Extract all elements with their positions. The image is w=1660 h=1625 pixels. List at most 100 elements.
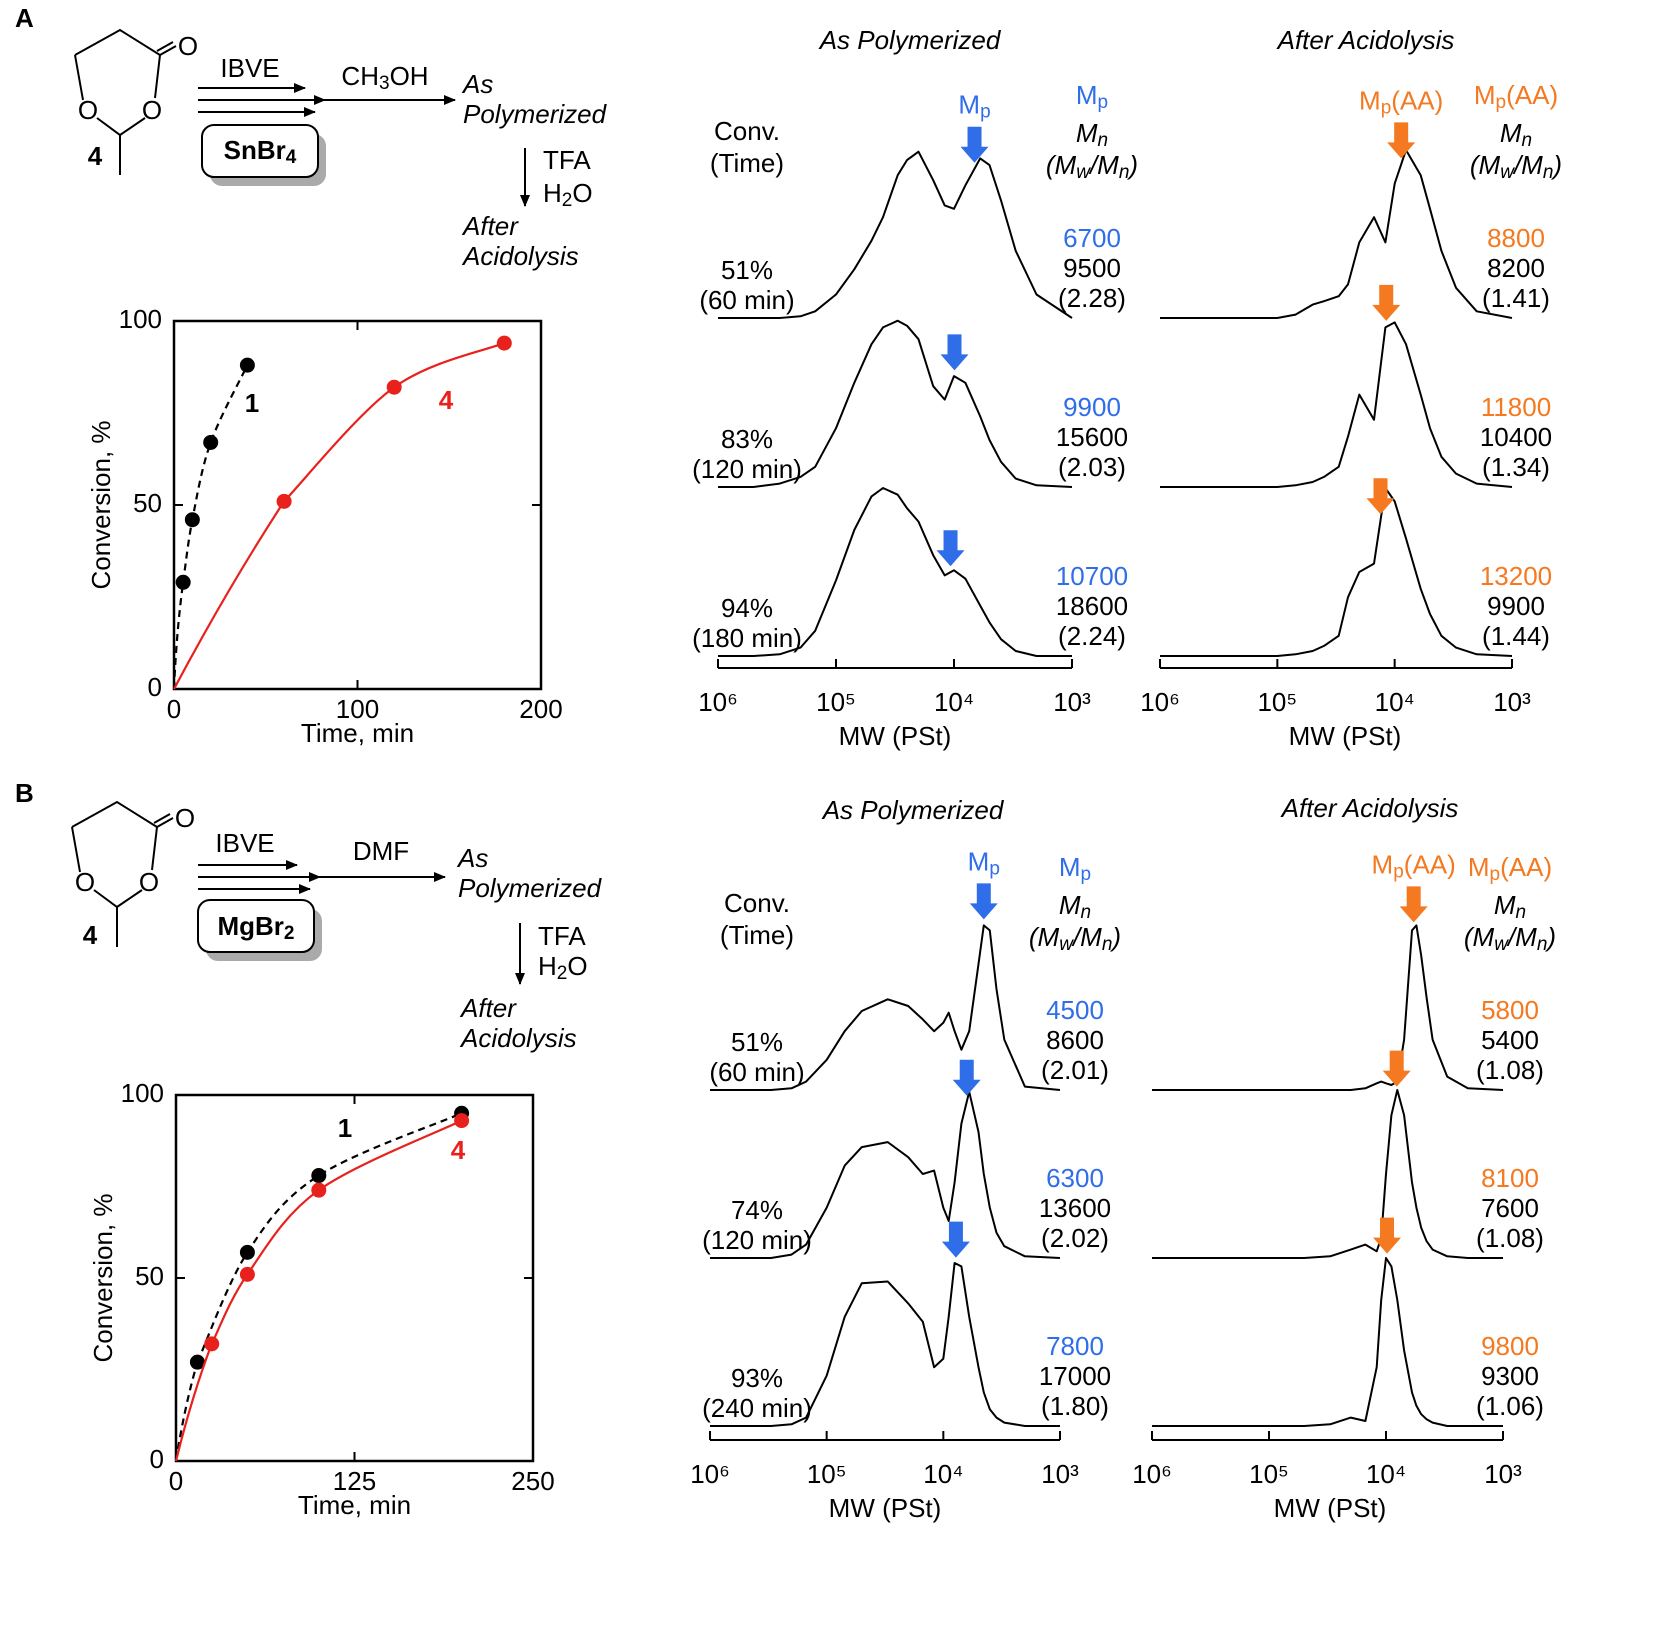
dispersity-value: (1.08): [1476, 1055, 1544, 1085]
text-part: p: [1081, 864, 1092, 885]
scheme-a-drawing: O O O: [74, 28, 530, 207]
header-dispersity: (Mw/Mn): [1029, 922, 1121, 955]
atom: O: [175, 803, 195, 833]
conversion-label: 74%: [731, 1195, 783, 1225]
peak-arrow: [960, 126, 989, 163]
scheme-b-drawing: O O O: [71, 800, 525, 985]
peak-label: Mp(AA): [1359, 85, 1443, 118]
conversion-header: Conv.: [724, 888, 790, 918]
plot-frame: [174, 1093, 535, 1463]
text-part: w: [1059, 934, 1074, 955]
peak-arrow: [1373, 1217, 1402, 1254]
mp-value: 5800: [1481, 995, 1539, 1025]
text-part: p: [1381, 97, 1392, 118]
fit-line-origin: [174, 1361, 199, 1462]
product: After: [459, 993, 517, 1023]
mn-value: 9500: [1063, 253, 1121, 283]
product: As: [461, 69, 493, 99]
gpc-trace: [1152, 1257, 1503, 1427]
peak-arrow: [952, 1059, 981, 1096]
text-part: p: [1393, 861, 1404, 882]
gpc-trace: [710, 924, 1061, 1091]
product: After: [461, 211, 519, 241]
fit-line: [196, 1112, 463, 1363]
fit-line-origin: [172, 582, 185, 690]
mp-value: 8100: [1481, 1163, 1539, 1193]
header-mn: Mn: [1500, 118, 1532, 151]
series-label: 4: [439, 385, 454, 415]
y-tick-label: 0: [150, 1444, 164, 1474]
product: Acidolysis: [459, 1023, 577, 1053]
peak-label: Mp(AA): [1372, 849, 1456, 882]
mn-value: 13600: [1039, 1193, 1111, 1223]
peak-arrow: [1366, 478, 1395, 515]
x-tick-label: 10⁶: [1132, 1459, 1172, 1489]
catalyst: SnBr4: [224, 135, 297, 168]
carbonyl: [156, 41, 177, 56]
text-part: (M: [1470, 150, 1501, 180]
x-axis-label: MW (PSt): [1289, 721, 1402, 751]
text-part: n: [1102, 934, 1113, 955]
y-tick-label: 50: [133, 488, 162, 518]
quencher: CH3OH: [341, 61, 428, 94]
gpc-trace: [718, 487, 1072, 657]
y-tick-label: 50: [135, 1261, 164, 1291]
y-tick-label: 0: [148, 672, 162, 702]
quencher: DMF: [353, 836, 409, 866]
dispersity-value: (1.44): [1482, 621, 1550, 651]
panel-title: After Acidolysis: [1280, 793, 1459, 823]
text-part: /M: [1088, 150, 1119, 180]
text-part: MgBr: [217, 911, 283, 941]
mp-value: 10700: [1056, 561, 1128, 591]
text-part: p: [1496, 92, 1507, 113]
conversion-label: 93%: [731, 1363, 783, 1393]
x-tick-label: 10⁵: [1249, 1459, 1289, 1489]
mp-value: 6300: [1046, 1163, 1104, 1193]
text-part: (AA): [1500, 852, 1552, 882]
x-tick-label: 200: [519, 694, 562, 724]
header-dispersity: (Mw/Mn): [1464, 922, 1556, 955]
dispersity-value: (2.01): [1041, 1055, 1109, 1085]
time-label: (240 min): [702, 1393, 812, 1423]
peak-arrow: [936, 530, 965, 567]
gpc-trace: [718, 150, 1073, 319]
mn-value: 9900: [1487, 591, 1545, 621]
product: Acidolysis: [461, 241, 579, 271]
mn-value: 5400: [1481, 1025, 1539, 1055]
text-part: ): [1109, 922, 1121, 952]
conversion-header: (Time): [710, 148, 784, 178]
x-tick-label: 0: [167, 694, 181, 724]
header-mn: Mn: [1059, 890, 1091, 923]
text-part: 3: [379, 73, 390, 94]
mp-value: 9900: [1063, 392, 1121, 422]
mp-value: 6700: [1063, 223, 1121, 253]
gpc-trace: [1160, 487, 1513, 657]
reagent: H2O: [543, 178, 593, 211]
atom: O: [139, 867, 159, 897]
x-axis-label: MW (PSt): [839, 721, 952, 751]
text-part: M: [1494, 890, 1516, 920]
text-part: 2: [562, 190, 573, 211]
atom: O: [178, 31, 198, 61]
conversion-label: 83%: [721, 424, 773, 454]
x-tick-label: 10⁴: [1375, 687, 1415, 717]
panel-title: After Acidolysis: [1276, 25, 1455, 55]
text-part: n: [1516, 902, 1527, 923]
peak-arrow: [969, 883, 998, 920]
header-mp: Mp(AA): [1468, 852, 1552, 885]
panel-title: As Polymerized: [818, 25, 1002, 55]
compound-number: 4: [88, 141, 103, 171]
text-part: M: [1500, 118, 1522, 148]
gpc-trace: [710, 1262, 1060, 1427]
dispersity-value: (1.41): [1482, 283, 1550, 313]
x-tick-label: 125: [333, 1466, 376, 1496]
y-axis-label: Conversion, %: [86, 420, 116, 589]
conversion-label: 51%: [721, 255, 773, 285]
header-mp: Mp: [1076, 80, 1108, 113]
text-part: /M: [1506, 922, 1537, 952]
peak-arrow: [1399, 886, 1428, 923]
compound-number: 4: [83, 920, 98, 950]
text-part: O: [567, 951, 587, 981]
mn-value: 7600: [1481, 1193, 1539, 1223]
